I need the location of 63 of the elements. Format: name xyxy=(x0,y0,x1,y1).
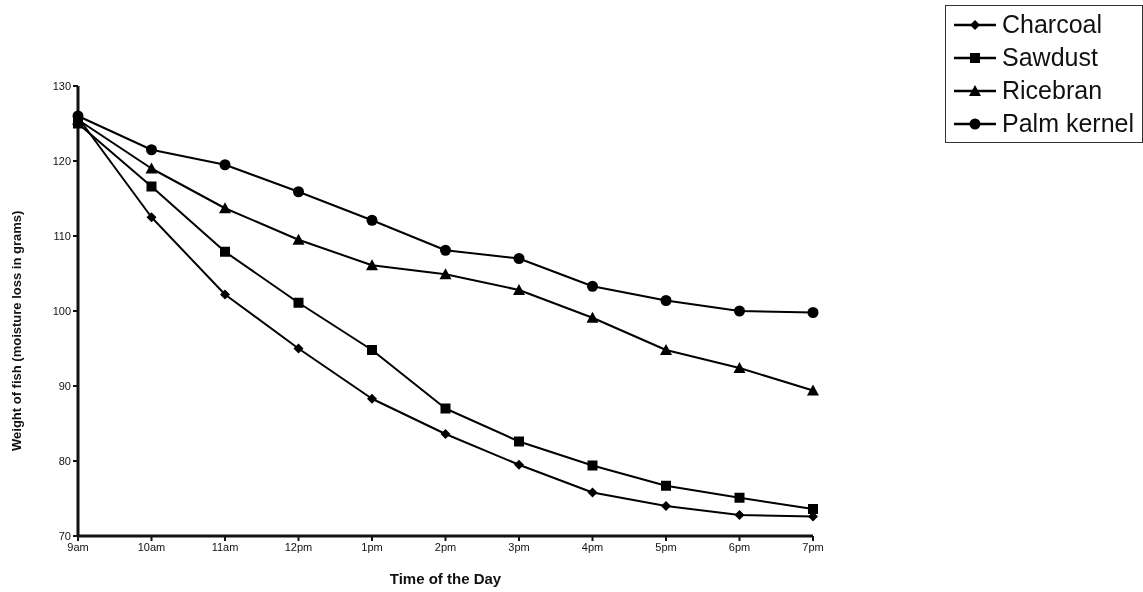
point xyxy=(366,259,378,271)
point xyxy=(807,384,819,396)
point xyxy=(734,510,745,520)
y-tick-label: 90 xyxy=(58,379,71,392)
x-tick-label: 5pm xyxy=(655,540,677,553)
x-tick-label: 3pm xyxy=(508,540,530,553)
point xyxy=(587,487,598,498)
x-tick-label: 9am xyxy=(67,540,89,553)
point xyxy=(292,233,305,245)
point xyxy=(146,144,157,156)
point xyxy=(807,307,819,318)
point xyxy=(661,501,671,511)
x-tick-label: 7pm xyxy=(802,540,824,553)
point xyxy=(514,436,524,447)
point xyxy=(367,345,377,355)
point xyxy=(440,244,451,256)
x-axis-title: Time of the Day xyxy=(389,570,502,587)
point xyxy=(440,403,451,414)
point xyxy=(661,480,671,491)
point xyxy=(808,504,818,514)
y-tick-label: 130 xyxy=(52,79,71,92)
x-tick-label: 12pm xyxy=(284,540,313,553)
point xyxy=(734,492,745,503)
point xyxy=(293,297,304,308)
point xyxy=(293,186,304,198)
point xyxy=(513,284,525,295)
point xyxy=(439,268,452,280)
point xyxy=(146,181,157,192)
y-tick-label: 70 xyxy=(58,529,71,542)
legend-label: Sawdust xyxy=(1002,42,1098,73)
y-tick-label: 110 xyxy=(53,229,71,242)
point xyxy=(440,429,451,439)
point xyxy=(293,343,304,354)
point xyxy=(220,289,230,300)
legend-label: Charcoal xyxy=(1002,9,1103,40)
y-tick-label: 80 xyxy=(58,454,71,467)
y-tick-label: 100 xyxy=(52,304,71,317)
point xyxy=(219,202,231,214)
point xyxy=(586,311,599,323)
point xyxy=(366,214,378,226)
x-tick-label: 2pm xyxy=(434,540,457,553)
point xyxy=(587,460,598,471)
point xyxy=(220,246,230,257)
legend-label: Palm kernel xyxy=(1002,108,1134,139)
point xyxy=(734,305,745,317)
point xyxy=(660,295,672,306)
x-tick-label: 10am xyxy=(137,540,166,553)
point xyxy=(587,280,598,292)
point xyxy=(660,344,672,355)
point xyxy=(146,212,157,223)
point xyxy=(514,459,524,470)
x-tick-label: 6pm xyxy=(728,540,751,553)
y-tick-label: 120 xyxy=(52,154,71,167)
point xyxy=(513,253,525,264)
legend-label: Ricebran xyxy=(1002,75,1103,106)
point xyxy=(367,393,377,404)
x-tick-label: 11am xyxy=(211,540,239,553)
x-tick-label: 4pm xyxy=(581,540,604,553)
point xyxy=(145,162,158,174)
y-axis-title: Weight of fish (moisture loss in grams) xyxy=(8,210,24,451)
point xyxy=(733,362,746,373)
x-tick-label: 1pm xyxy=(361,540,383,553)
point xyxy=(219,159,231,171)
